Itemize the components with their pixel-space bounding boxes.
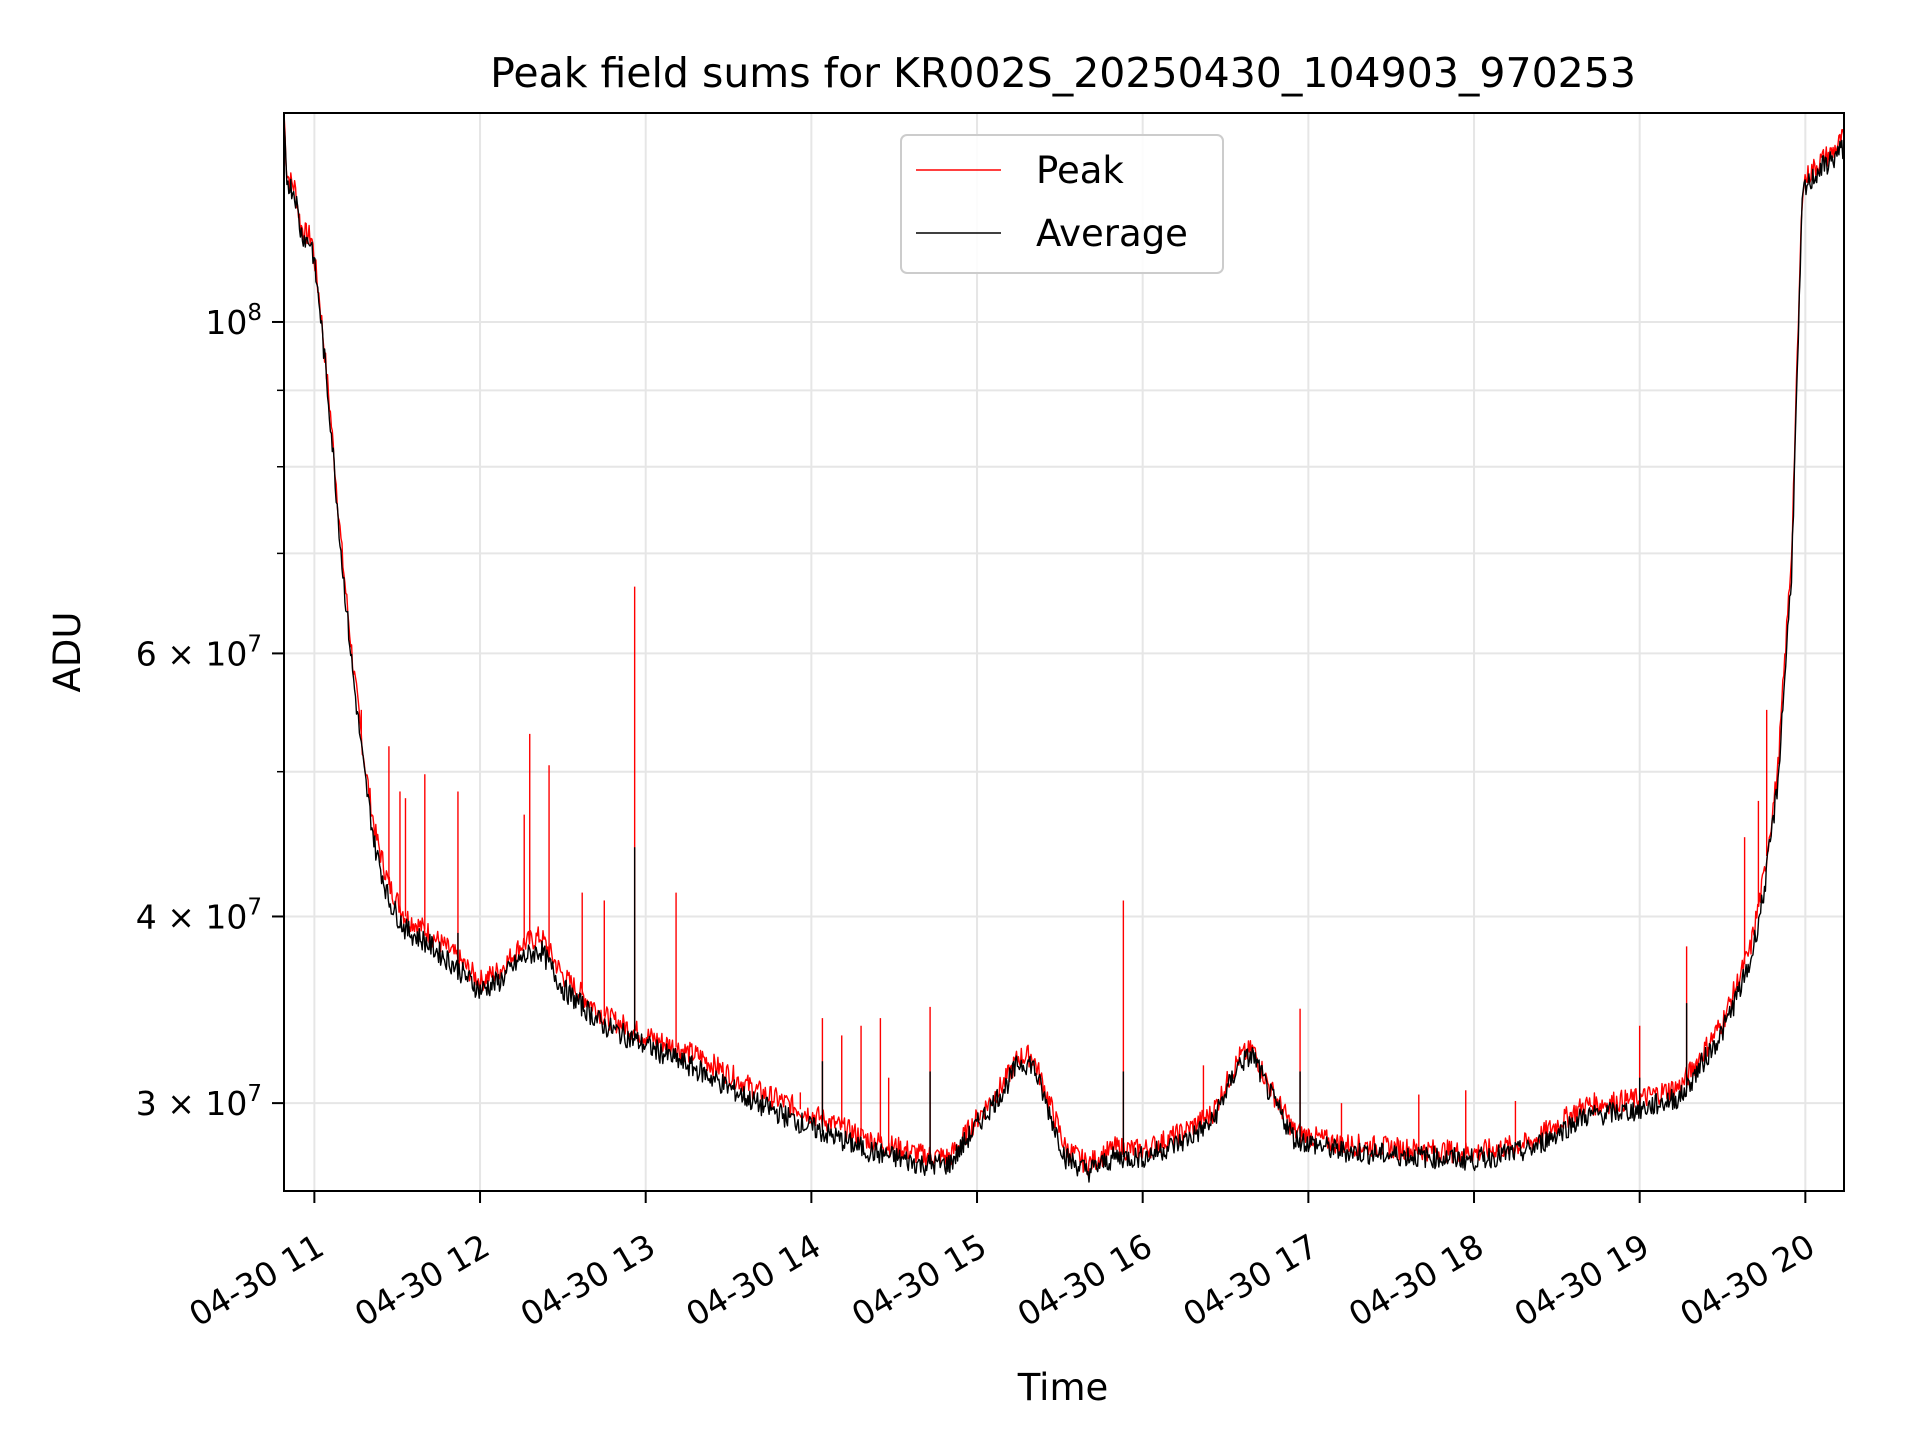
y-tick-label: 3 × 107 xyxy=(136,1081,262,1123)
gridlines xyxy=(284,113,1844,1191)
legend-label-average: Average xyxy=(1036,212,1188,255)
chart-title: Peak field sums for KR002S_20250430_1049… xyxy=(490,49,1636,97)
plot-frame xyxy=(283,112,1845,1192)
plot-area xyxy=(283,113,1845,1183)
y-axis-label: ADU xyxy=(46,612,89,693)
x-axis-label: Time xyxy=(1017,1366,1109,1409)
y-tick-label: 6 × 107 xyxy=(136,631,262,673)
legend-label-peak: Peak xyxy=(1036,149,1124,192)
average-series-line xyxy=(283,122,1845,1183)
legend: Peak Average xyxy=(900,134,1224,274)
y-axis: 108 6 × 107 4 × 107 3 × 107 xyxy=(136,300,284,1123)
y-tick-label: 108 xyxy=(205,300,262,342)
y-tick-label: 4 × 107 xyxy=(136,894,262,936)
